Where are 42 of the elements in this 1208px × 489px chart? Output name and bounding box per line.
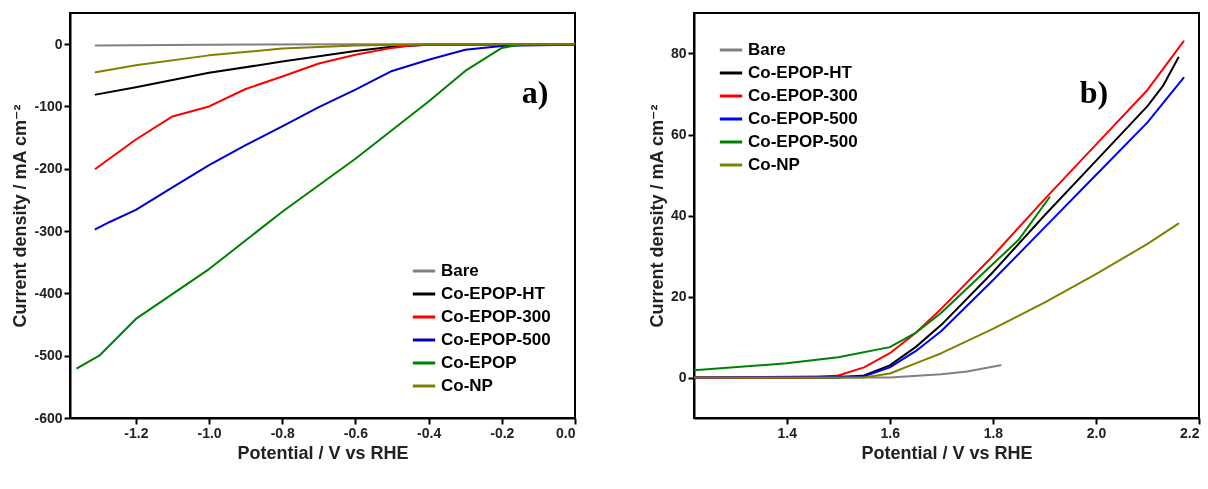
x-tick-label: -0.4 — [417, 424, 442, 441]
y-tick-label: -500 — [34, 347, 63, 364]
annotation: a) — [521, 74, 549, 110]
x-tick-label: 2.2 — [1180, 424, 1200, 441]
y-tick-label: -600 — [34, 409, 63, 426]
x-tick-label: 1.8 — [983, 424, 1004, 441]
x-axis-title: Potential / V vs RHE — [861, 442, 1033, 463]
legend-label: Co-EPOP-300 — [748, 86, 858, 105]
legend-label: Co-EPOP-500 — [441, 330, 551, 349]
y-tick-label: -200 — [34, 160, 63, 177]
x-tick-label: -1.2 — [124, 424, 149, 441]
y-tick-label: 80 — [670, 45, 687, 61]
x-tick-label: 1.4 — [777, 424, 798, 441]
legend-label: Co-EPOP-500 — [748, 109, 858, 128]
y-tick-label: -300 — [34, 222, 63, 239]
annotation: b) — [1079, 74, 1109, 110]
y-tick-label: 60 — [670, 126, 687, 142]
y-axis-title: Current density / mA cm⁻² — [646, 104, 667, 328]
x-tick-label: -1.0 — [197, 424, 222, 441]
legend-label: Co-NP — [748, 155, 800, 174]
y-axis-title: Current density / mA cm⁻² — [10, 104, 31, 328]
x-tick-label: 0.0 — [556, 424, 576, 441]
legend-label: Co-EPOP-HT — [441, 284, 546, 303]
legend-label: Bare — [441, 261, 479, 280]
y-tick-label: 20 — [670, 288, 687, 304]
y-tick-label: -400 — [34, 284, 63, 301]
legend-label: Co-EPOP-500 — [748, 132, 858, 151]
x-tick-label: 1.6 — [880, 424, 901, 441]
y-tick-label: 0 — [678, 369, 687, 385]
x-axis-title: Potential / V vs RHE — [237, 442, 409, 463]
legend-label: Co-EPOP-300 — [441, 307, 551, 326]
legend-label: Co-EPOP-HT — [748, 63, 853, 82]
x-tick-label: -0.2 — [490, 424, 515, 441]
legend-label: Co-EPOP — [441, 353, 517, 372]
x-tick-label: 2.0 — [1086, 424, 1107, 441]
y-tick-label: 0 — [54, 35, 63, 52]
y-tick-label: -100 — [34, 97, 63, 114]
x-tick-label: -0.6 — [343, 424, 369, 441]
y-tick-label: 40 — [670, 207, 687, 223]
x-tick-label: -0.8 — [270, 424, 296, 441]
legend-label: Co-NP — [441, 376, 493, 395]
legend-label: Bare — [748, 40, 786, 59]
